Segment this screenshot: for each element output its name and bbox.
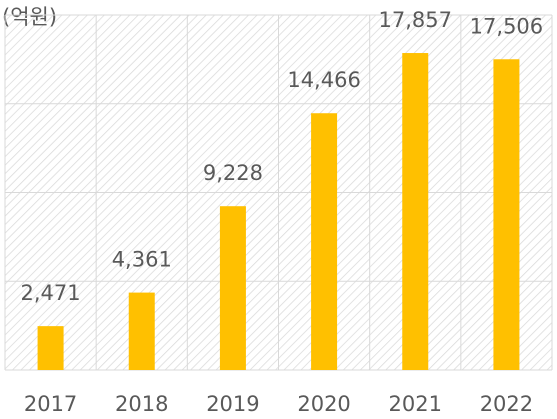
value-label: 4,361 — [112, 248, 172, 272]
bar — [128, 292, 155, 370]
x-tick-label: 2018 — [115, 392, 168, 416]
bar — [311, 113, 338, 370]
x-tick-label: 2017 — [24, 392, 77, 416]
value-label: 9,228 — [203, 161, 263, 185]
x-tick-label: 2022 — [480, 392, 533, 416]
bar — [219, 206, 246, 370]
value-label: 2,471 — [21, 281, 81, 305]
bar — [493, 59, 520, 371]
x-tick-label: 2020 — [297, 392, 350, 416]
value-label: 17,857 — [379, 8, 452, 32]
bar — [402, 53, 429, 371]
y-axis-label: (억원) — [2, 5, 57, 29]
x-tick-label: 2021 — [389, 392, 442, 416]
x-tick-label: 2019 — [206, 392, 259, 416]
value-label: 17,506 — [470, 14, 543, 38]
value-label: 14,466 — [287, 68, 360, 92]
bar — [37, 326, 64, 370]
